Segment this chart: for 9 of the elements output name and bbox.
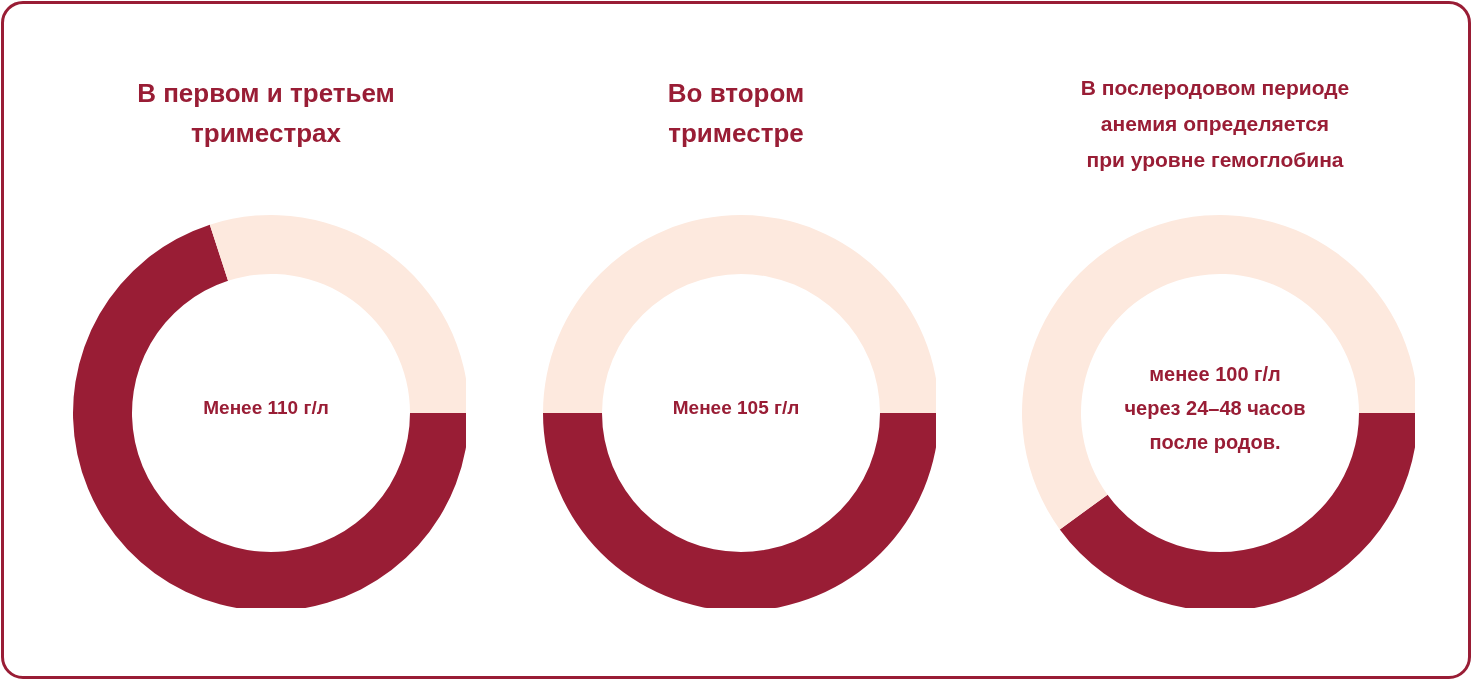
donut-slice (543, 215, 936, 413)
donut-slice (73, 224, 466, 608)
donut-slice (543, 413, 936, 608)
chart-title: В послеродовом периоде анемия определяется при уровне гемоглобина (1079, 75, 1351, 173)
text: Менее 105 г/л (671, 396, 801, 420)
chart-title: Во втором триместре (666, 77, 806, 150)
text: Менее 110 г/л (202, 396, 330, 420)
text: менее 100 г/л через 24–48 часов после родов. (1123, 362, 1307, 455)
chart-title: В первом и третьем триместрах (136, 77, 396, 150)
